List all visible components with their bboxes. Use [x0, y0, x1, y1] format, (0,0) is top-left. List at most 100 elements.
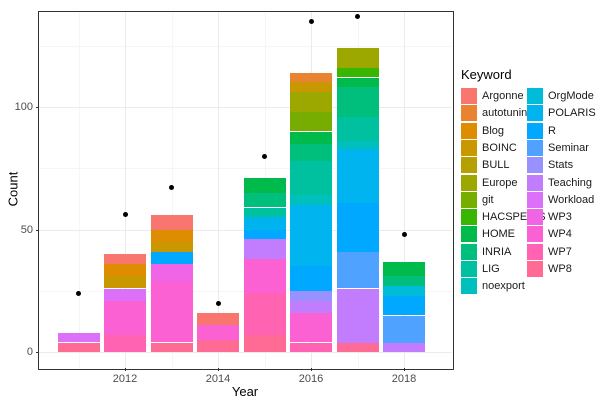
bar-segment-boinc	[290, 82, 332, 93]
legend-label: WP4	[548, 228, 572, 241]
legend-label: Europe	[482, 176, 518, 189]
bar-segment-r	[243, 229, 286, 240]
x-tick-mark	[125, 368, 126, 371]
legend-label: POLARIS	[548, 107, 596, 120]
bar-segment-git	[290, 111, 332, 132]
legend-swatch	[527, 88, 543, 104]
legend-swatch	[461, 243, 477, 260]
bar-segment-workload	[104, 288, 146, 301]
legend-label: autotuning	[482, 107, 534, 120]
legend-swatch	[527, 157, 543, 174]
data-point	[401, 232, 407, 237]
bar-segment-wp4	[243, 259, 286, 294]
bar-segment-inria	[336, 87, 379, 117]
bar-segment-polaris	[336, 148, 379, 203]
bar-segment-seminar	[336, 251, 379, 289]
legend-swatch	[461, 122, 477, 139]
legend-swatch	[461, 139, 477, 156]
bar-segment-wp3	[150, 264, 193, 282]
bar-segment-r	[383, 295, 425, 316]
bar-segment-wp8	[57, 342, 100, 353]
legend-swatch	[461, 226, 477, 243]
legend-swatch	[461, 191, 477, 208]
legend-label: Stats	[548, 159, 574, 172]
x-tick-label: 2018	[391, 373, 417, 385]
x-tick-label: 2014	[205, 373, 231, 385]
y-tick-label: 0	[26, 346, 33, 359]
bar-segment-autotuning	[290, 72, 332, 83]
bar-segment-europe	[336, 48, 379, 68]
legend-label: HOME	[482, 228, 515, 241]
minor-gridline-x	[78, 11, 80, 368]
data-point	[169, 185, 174, 191]
major-gridline-x	[125, 11, 126, 368]
y-axis-title: Count	[5, 171, 21, 207]
bar-segment-polaris	[243, 217, 286, 230]
legend-swatch	[461, 157, 477, 174]
bar-segment-home	[336, 77, 379, 88]
legend-label: BULL	[482, 159, 510, 172]
bar-segment-wp4	[104, 300, 146, 336]
bar-segment-inria	[243, 192, 286, 208]
bar-segment-noexport	[336, 141, 379, 149]
legend-label: BOINC	[482, 141, 517, 154]
bar-segment-blog	[104, 264, 146, 277]
legend-swatch	[527, 105, 543, 122]
data-point	[262, 153, 267, 159]
y-tick-label: 100	[14, 101, 33, 113]
legend-label: LIG	[482, 263, 500, 275]
bar-segment-wp8	[150, 342, 193, 353]
y-tick-label: 50	[20, 223, 33, 236]
major-gridline-x	[404, 11, 405, 368]
bar-segment-wp8	[336, 342, 379, 353]
legend-swatch	[461, 278, 477, 295]
legend-label: Seminar	[548, 141, 589, 154]
bar-segment-seminar	[383, 315, 425, 343]
bar-segment-orgmode	[383, 286, 425, 296]
x-axis-title: Year	[231, 384, 259, 399]
x-tick-mark	[311, 368, 312, 371]
minor-gridline-y	[38, 45, 452, 47]
legend-label: WP8	[548, 263, 572, 275]
bar-segment-r	[336, 202, 379, 252]
legend-label: noexport	[482, 280, 525, 293]
bar-segment-wp8	[243, 335, 286, 353]
x-tick-label: 2016	[298, 373, 324, 385]
bar-segment-home	[383, 261, 425, 277]
major-gridline-y	[38, 107, 452, 108]
bar-segment-home	[243, 178, 286, 193]
bar-segment-inria	[383, 276, 425, 286]
data-point	[215, 300, 221, 306]
x-tick-label: 2012	[112, 373, 138, 385]
legend-label: Teaching	[548, 176, 593, 189]
bar-segment-polaris	[290, 205, 332, 267]
bar-segment-lig	[243, 207, 286, 218]
legend-swatch	[527, 261, 543, 277]
legend-swatch	[461, 209, 477, 226]
y-tick-mark	[35, 107, 39, 108]
legend-swatch	[527, 191, 543, 208]
legend-label: Argonne	[482, 90, 524, 102]
bar-segment-wp4	[290, 313, 332, 343]
x-tick-mark	[218, 368, 219, 371]
bar-segment-wp7	[243, 293, 286, 336]
bar-segment-blog	[150, 229, 193, 242]
data-point	[122, 212, 128, 218]
bar-segment-workload	[57, 332, 100, 343]
bar-segment-r	[150, 251, 193, 264]
legend-label: R	[548, 124, 556, 137]
legend-swatch	[461, 174, 477, 191]
legend-label: Blog	[482, 124, 505, 137]
bar-segment-teaching	[290, 300, 332, 314]
legend-swatch	[527, 243, 543, 260]
bar-segment-lig	[336, 116, 379, 142]
y-tick-mark	[35, 229, 39, 231]
legend-label: OrgMode	[548, 90, 594, 102]
legend-swatch	[527, 139, 543, 156]
bar-segment-teaching	[243, 239, 286, 259]
bar-segment-teaching	[383, 342, 425, 353]
bar-segment-argonne	[150, 214, 193, 230]
bar-segment-lig	[290, 160, 332, 196]
bar-segment-wp8	[197, 340, 239, 353]
bar-segment-boinc	[150, 241, 193, 252]
